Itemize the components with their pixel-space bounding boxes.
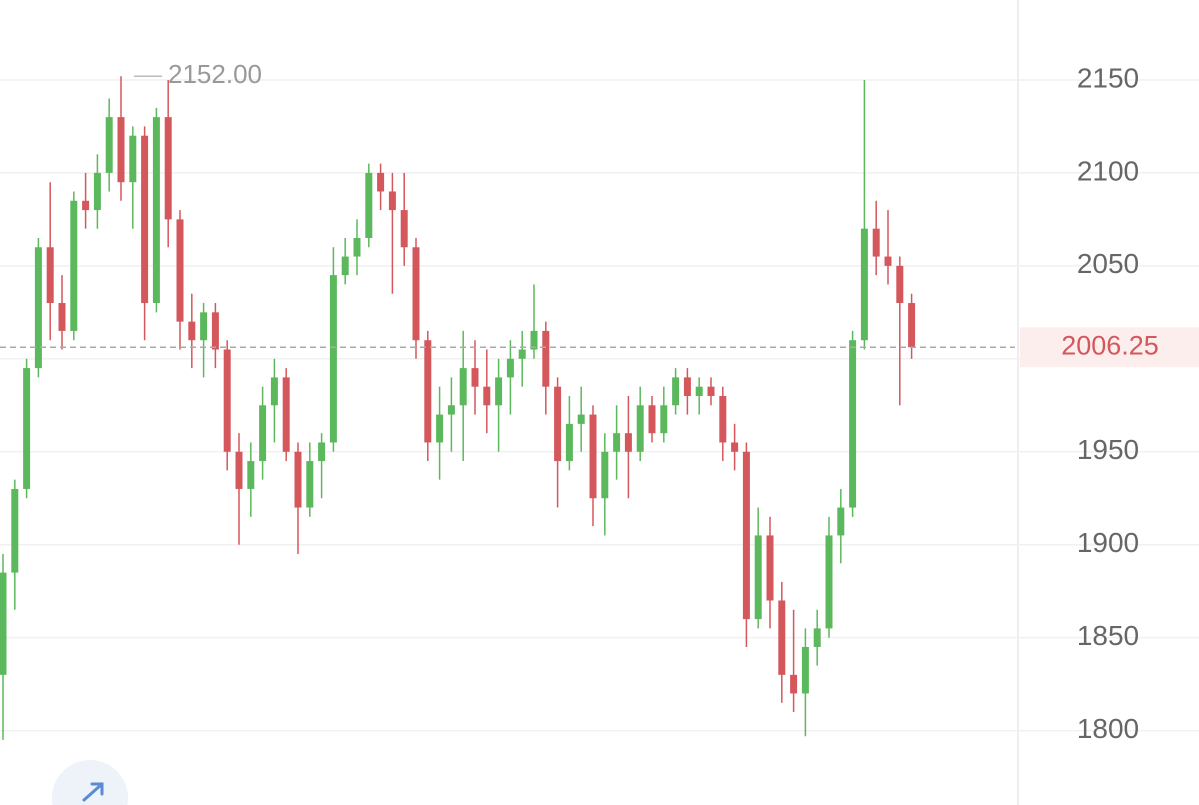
- candle-body: [683, 377, 691, 396]
- candle-body: [542, 330, 550, 387]
- candle-body: [93, 172, 101, 211]
- candle-body: [141, 135, 149, 304]
- candle-body: [211, 312, 219, 350]
- candle-body: [306, 461, 314, 508]
- candle-body: [341, 256, 349, 276]
- candle-body: [790, 674, 798, 694]
- candle-body: [34, 247, 42, 369]
- y-tick-label: 1950: [1077, 434, 1139, 465]
- y-tick-label: 2150: [1077, 62, 1139, 93]
- candle-body: [672, 377, 680, 406]
- candle-body: [660, 405, 668, 434]
- candle-body: [282, 377, 290, 452]
- candle-body: [23, 368, 31, 489]
- candle-body: [648, 405, 656, 434]
- candle-body: [577, 414, 585, 424]
- candle-body: [329, 275, 337, 443]
- high-marker-label: 2152.00: [168, 59, 262, 89]
- current-price-box: [1020, 327, 1199, 368]
- candle-body: [70, 200, 78, 331]
- candle-body: [849, 340, 857, 508]
- candle-body: [471, 368, 479, 387]
- candle-body: [235, 451, 243, 489]
- candle-body: [270, 377, 278, 406]
- candle-body: [259, 405, 267, 462]
- candle-body: [483, 386, 491, 406]
- candle-body: [825, 535, 833, 629]
- candle-body: [695, 386, 703, 396]
- candle-body: [388, 191, 396, 211]
- candle-body: [400, 210, 408, 248]
- candle-body: [896, 265, 904, 304]
- y-tick-label: 1800: [1077, 713, 1139, 744]
- candle-body: [613, 433, 621, 452]
- candle-body: [872, 228, 880, 257]
- candle-body: [46, 247, 54, 304]
- candle-body: [82, 200, 90, 211]
- candle-body: [754, 535, 762, 620]
- candle-body: [719, 395, 727, 443]
- y-tick-label: 1850: [1077, 620, 1139, 651]
- candle-body: [424, 340, 432, 443]
- candle-body: [447, 405, 455, 415]
- y-tick-label: 2050: [1077, 248, 1139, 279]
- grid: 18001850190019502000205021002150: [0, 62, 1199, 744]
- candle-body: [801, 646, 809, 694]
- candle-body: [294, 451, 302, 508]
- overlay: 2152.00 2006.25: [0, 59, 1199, 368]
- candle-body: [353, 237, 361, 257]
- candle-body: [495, 377, 503, 406]
- candle-body: [377, 172, 385, 192]
- candle-body: [742, 451, 750, 620]
- candle-body: [530, 330, 538, 350]
- y-tick-label: 1900: [1077, 527, 1139, 558]
- candle-body: [188, 321, 196, 341]
- candle-body: [223, 349, 231, 452]
- candle-body: [589, 414, 597, 499]
- candle-body: [601, 451, 609, 499]
- candle-body: [813, 628, 821, 647]
- candle-body: [58, 303, 66, 331]
- candle-body: [412, 247, 420, 341]
- candle-body: [318, 442, 326, 462]
- candle-body: [707, 386, 715, 396]
- candle-body: [247, 461, 255, 489]
- candle-body: [0, 572, 7, 675]
- expand-button[interactable]: [52, 760, 128, 805]
- candle-body: [778, 600, 786, 675]
- candle-body: [554, 386, 562, 462]
- candle-body: [200, 312, 208, 341]
- candle-body: [636, 405, 644, 452]
- candles: [0, 76, 916, 740]
- candle-body: [624, 433, 632, 452]
- candle-body: [105, 117, 113, 173]
- candle-body: [837, 507, 845, 536]
- candle-body: [11, 488, 19, 573]
- candle-body: [176, 219, 184, 322]
- current-price-label: 2006.25: [1061, 330, 1159, 360]
- candle-body: [565, 423, 573, 462]
- candle-body: [365, 172, 373, 238]
- candle-body: [860, 228, 868, 341]
- candle-body: [518, 349, 526, 359]
- candle-body: [436, 414, 444, 443]
- candle-body: [459, 368, 467, 406]
- candle-body: [506, 358, 514, 378]
- candle-body: [129, 135, 137, 183]
- candle-body: [152, 117, 160, 304]
- candle-body: [908, 303, 916, 348]
- candle-body: [117, 117, 125, 183]
- candle-body: [164, 117, 172, 220]
- candle-body: [731, 442, 739, 452]
- candle-body: [884, 256, 892, 266]
- candle-body: [766, 535, 774, 601]
- y-tick-label: 2100: [1077, 155, 1139, 186]
